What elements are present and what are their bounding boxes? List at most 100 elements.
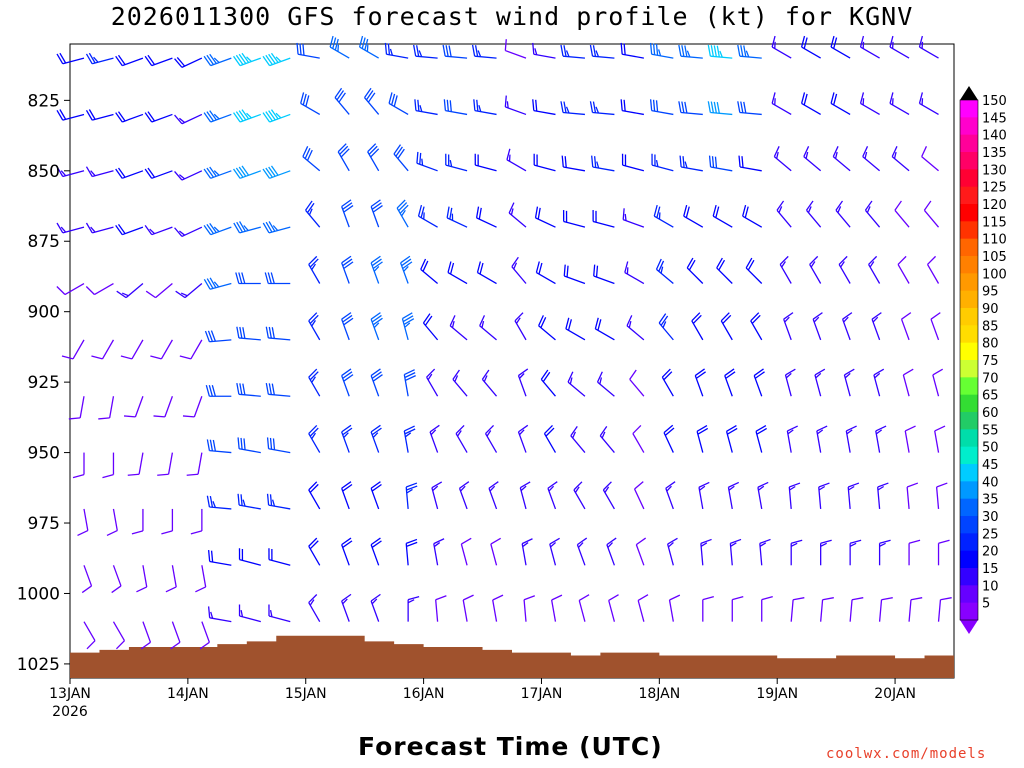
barb-feather <box>730 542 737 547</box>
barb-feather <box>488 481 499 489</box>
barb-feather <box>534 48 538 55</box>
wind-barb <box>422 313 439 341</box>
barb-feather <box>602 481 612 491</box>
barb-feather <box>213 226 220 233</box>
barb-feather <box>923 200 932 211</box>
wind-barb <box>474 153 497 172</box>
barb-feather <box>830 92 835 104</box>
barb-staff <box>622 219 645 228</box>
barb-staff <box>112 565 122 587</box>
colorbar-segment <box>960 169 978 188</box>
barb-feather <box>776 200 785 211</box>
barb-feather <box>805 200 814 211</box>
barb-staff <box>92 226 114 234</box>
barb-staff <box>151 57 173 67</box>
barb-feather <box>457 430 462 437</box>
wind-barb <box>182 395 203 418</box>
barb-feather <box>745 257 753 269</box>
wind-barb <box>838 255 851 284</box>
barb-feather <box>620 99 623 111</box>
colorbar-label: 140 <box>982 129 1007 144</box>
barb-staff <box>745 267 763 284</box>
wind-barb <box>724 368 736 397</box>
wind-barb <box>667 537 678 566</box>
barb-feather <box>849 542 857 547</box>
barb-feather <box>449 159 453 167</box>
barb-feather <box>174 114 183 125</box>
wind-barb <box>649 42 674 59</box>
wind-barb <box>932 368 944 397</box>
barb-feather <box>779 255 789 265</box>
barb-staff <box>904 430 910 453</box>
y-tick-label: 975 <box>28 514 60 534</box>
wind-barb <box>812 312 823 341</box>
barb-staff <box>239 57 262 67</box>
barb-feather <box>574 486 580 493</box>
barb-staff <box>894 209 910 228</box>
barb-staff <box>595 328 615 341</box>
barb-feather <box>265 111 273 122</box>
barb-staff <box>155 283 173 299</box>
barb-staff <box>514 320 527 341</box>
barb-feather <box>341 368 352 377</box>
barb-feather <box>938 539 950 544</box>
barb-feather <box>342 371 353 379</box>
x-tick-label: 17JAN <box>521 686 563 702</box>
barb-feather <box>753 368 764 377</box>
barb-staff <box>511 266 527 284</box>
barb-feather <box>262 55 271 66</box>
barb-feather <box>726 425 737 432</box>
barb-feather <box>532 99 535 111</box>
wind-barb <box>620 42 644 59</box>
wind-barb <box>707 44 733 59</box>
barb-feather <box>475 206 480 218</box>
colorbar-segment <box>960 481 978 500</box>
wind-barb <box>426 368 439 397</box>
barb-feather <box>106 530 118 537</box>
barb-feather <box>308 368 318 378</box>
barb-feather <box>308 424 318 434</box>
wind-barb <box>91 339 115 360</box>
barb-feather <box>212 439 217 452</box>
barb-feather <box>209 110 217 121</box>
credit-link[interactable]: coolwx.com/models <box>826 746 987 762</box>
barb-staff <box>841 318 851 341</box>
barb-feather <box>131 530 144 535</box>
barb-feather <box>153 415 165 418</box>
wind-barb <box>446 206 468 228</box>
barb-staff <box>138 452 144 475</box>
wind-barb <box>506 148 527 172</box>
barb-staff <box>184 283 203 299</box>
barb-staff <box>239 170 262 179</box>
barb-feather <box>741 156 744 168</box>
barb-feather <box>684 161 688 169</box>
barb-staff <box>239 558 261 566</box>
barb-staff <box>533 53 556 59</box>
wind-barb <box>727 481 740 510</box>
barb-staff <box>341 488 350 510</box>
barb-staff <box>488 488 498 510</box>
barb-feather <box>694 368 705 377</box>
wind-barb <box>116 283 144 299</box>
barb-feather <box>206 111 215 122</box>
barb-feather <box>268 110 276 121</box>
wind-barb <box>540 369 556 397</box>
barb-feather <box>416 45 420 57</box>
wind-barb <box>761 596 773 622</box>
barb-staff <box>458 488 468 510</box>
wind-barb <box>123 395 144 418</box>
wind-barb <box>565 317 586 341</box>
barb-staff <box>329 46 350 59</box>
barb-feather <box>120 355 133 360</box>
wind-barb <box>633 481 645 510</box>
colorbar-label: 80 <box>982 337 999 352</box>
barb-feather <box>85 286 95 295</box>
wind-barb <box>305 200 321 228</box>
barb-staff <box>801 102 821 116</box>
barb-feather <box>371 202 382 210</box>
barb-staff <box>816 430 822 453</box>
colorbar-label: 125 <box>982 181 1007 196</box>
wind-barb <box>85 109 114 121</box>
barb-feather <box>593 156 597 168</box>
barb-feather <box>740 45 744 57</box>
